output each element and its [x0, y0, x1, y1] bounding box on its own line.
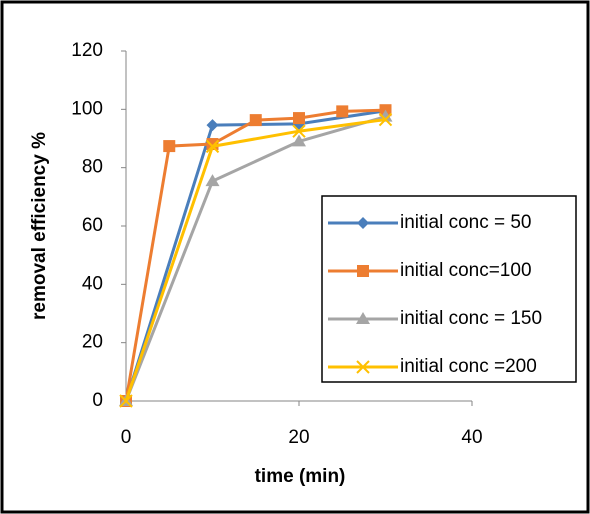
y-tick-label: 0 [92, 390, 103, 411]
legend-marker [356, 360, 370, 374]
marker [205, 139, 220, 154]
x-tick-label: 20 [288, 427, 309, 448]
marker [163, 140, 176, 153]
marker [205, 174, 220, 187]
legend-label: initial conc =200 [400, 356, 537, 377]
marker [292, 134, 306, 147]
marker [292, 124, 306, 138]
y-tick-label: 60 [82, 215, 103, 236]
legend-label: initial conc = 50 [400, 212, 532, 233]
legend-label: initial conc=100 [400, 260, 532, 281]
y-axis-title: removal efficiency % [29, 132, 50, 320]
y-tick-label: 100 [71, 98, 103, 119]
y-tick-label: 80 [82, 157, 103, 178]
x-tick-label: 0 [121, 427, 132, 448]
x-axis-title: time (min) [255, 466, 346, 487]
y-tick-label: 40 [82, 273, 103, 294]
x-tick-label: 40 [461, 427, 482, 448]
marker [206, 119, 219, 132]
series-line [124, 118, 386, 402]
y-tick-label: 120 [71, 40, 103, 61]
marker [249, 114, 262, 127]
marker [336, 105, 349, 118]
legend-label: initial conc = 150 [400, 308, 542, 329]
marker [293, 112, 305, 125]
legend-marker [357, 217, 369, 229]
series-line [124, 115, 386, 402]
legend-marker [356, 312, 370, 324]
y-tick-label: 20 [82, 332, 103, 353]
legend-marker [357, 265, 369, 277]
marker [378, 112, 393, 127]
marker [119, 394, 133, 408]
